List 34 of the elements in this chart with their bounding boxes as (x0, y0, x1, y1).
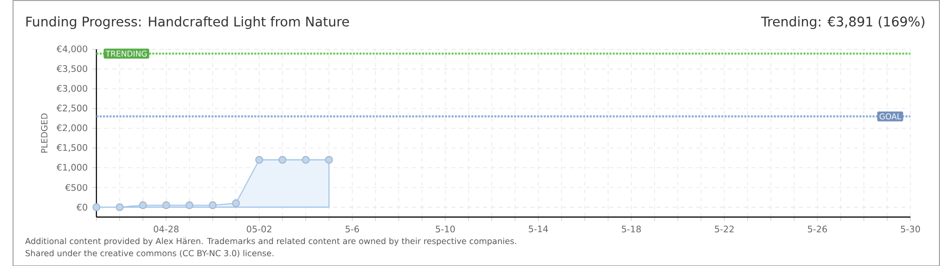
y-axis-title: PLEDGED (41, 113, 48, 152)
y-tick-label: €1,000 (56, 164, 88, 172)
x-tick-label: 05-02 (246, 225, 272, 232)
y-tick-label: €0 (76, 204, 88, 210)
text: Additional content provided by Alex Hären. Trademarks and related content are owned by their respective companies. (25, 238, 516, 246)
chart-subtitle: Trending: €3,891 (169%) (761, 16, 924, 29)
point (162, 201, 170, 209)
x-tick-label: 5-6 (346, 225, 359, 232)
point (232, 199, 240, 207)
y-tick-label: €2,000 (56, 124, 88, 132)
point (255, 156, 264, 164)
chart-title: Funding Progress: Handcrafted Light from Nature (26, 16, 349, 29)
y-tick-label: €2,500 (56, 104, 88, 112)
point (116, 203, 124, 211)
point (278, 156, 286, 164)
y-tick-label: €4,000 (56, 45, 88, 53)
x-tick-label: 5-22 (714, 225, 734, 232)
y-tick-label: €500 (65, 184, 88, 191)
text: Shared under the creative commons (CC BY-NC 3.0) license. (26, 250, 274, 258)
y-tick-label: €3,500 (56, 65, 88, 73)
x-tick-label: 5-10 (436, 225, 455, 232)
point (92, 203, 100, 211)
x-tick-label: 04-28 (154, 225, 179, 232)
point (302, 156, 310, 164)
x-tick-label: 5-14 (528, 225, 548, 232)
x-tick-label: 5-18 (622, 225, 641, 232)
x-tick-label: 5-30 (900, 225, 920, 232)
point (208, 201, 217, 209)
point (325, 156, 333, 164)
point (185, 201, 194, 209)
x-tick-label: 5-26 (808, 225, 827, 232)
y-tick-label: €1,500 (56, 144, 88, 152)
y-tick-label: €3,000 (56, 84, 88, 92)
point (138, 201, 147, 209)
